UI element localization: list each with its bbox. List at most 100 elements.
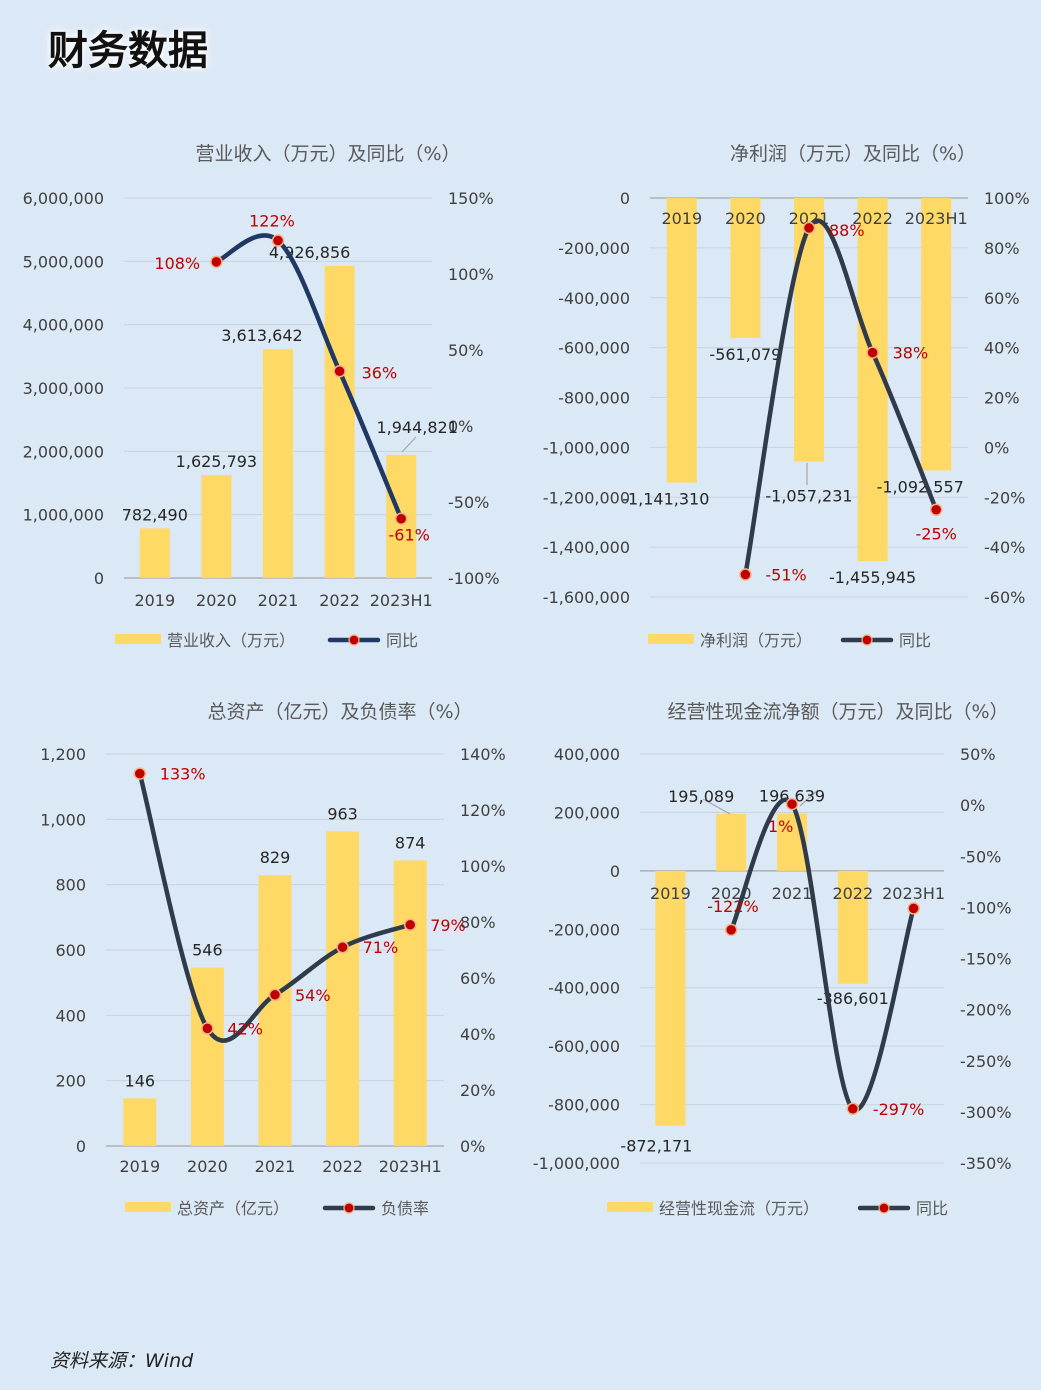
right-tick-label: 50% xyxy=(960,745,996,764)
right-tick-label: 100% xyxy=(984,189,1030,208)
bar-data-label: -1,141,310 xyxy=(622,490,709,509)
line-data-label: 133% xyxy=(160,765,206,784)
right-tick-label: 60% xyxy=(460,969,496,988)
right-tick-label: 80% xyxy=(460,913,496,932)
right-tick-label: -40% xyxy=(984,538,1025,557)
left-tick-label: 0 xyxy=(610,862,620,881)
legend-label: 同比 xyxy=(386,631,418,650)
bar-data-label: -1,455,945 xyxy=(829,568,916,587)
chart-title: 总资产（亿元）及负债率（%） xyxy=(207,701,472,723)
left-tick-label: -1,000,000 xyxy=(543,438,630,457)
line-data-label: 108% xyxy=(154,254,200,273)
left-tick-label: -600,000 xyxy=(548,1037,620,1056)
leader-line xyxy=(702,798,731,815)
bar xyxy=(666,198,697,483)
line-data-label: -297% xyxy=(873,1100,925,1119)
bar xyxy=(201,475,232,578)
legend-swatch-marker xyxy=(861,634,873,646)
category-label: 2019 xyxy=(661,209,702,228)
right-tick-label: -50% xyxy=(448,493,489,512)
left-tick-label: -800,000 xyxy=(558,389,630,408)
category-label: 2022 xyxy=(852,209,893,228)
series-line xyxy=(728,797,916,1113)
right-tick-label: -50% xyxy=(960,847,1001,866)
bar-data-label: 546 xyxy=(192,941,223,960)
bar xyxy=(258,875,292,1146)
line-point xyxy=(394,512,408,525)
line-data-label: 122% xyxy=(249,212,295,231)
chart-title: 营业收入（万元）及同比（%） xyxy=(195,143,460,165)
right-tick-label: -250% xyxy=(960,1052,1012,1071)
source-note: 资料来源：Wind xyxy=(50,1350,194,1372)
right-tick-label: 140% xyxy=(460,745,506,764)
category-label: 2022 xyxy=(319,591,360,610)
legend-swatch-bar xyxy=(648,634,694,644)
category-label: 2020 xyxy=(196,591,237,610)
line-data-label: 38% xyxy=(893,344,929,363)
right-tick-label: 0% xyxy=(448,417,473,436)
bar-data-label: 1,625,793 xyxy=(176,452,257,471)
right-tick-label: 50% xyxy=(448,341,484,360)
left-tick-label: -200,000 xyxy=(548,920,620,939)
bar-data-label: -1,092,557 xyxy=(877,477,964,496)
bar xyxy=(324,265,355,578)
left-tick-label: -200,000 xyxy=(558,239,630,258)
left-tick-label: -1,600,000 xyxy=(543,588,630,607)
bar-data-label: -386,601 xyxy=(817,989,889,1008)
right-tick-label: 0% xyxy=(460,1137,485,1156)
bar-data-label: 874 xyxy=(395,833,426,852)
legend-label: 净利润（万元） xyxy=(700,631,812,650)
line-point xyxy=(333,365,346,378)
line-point xyxy=(403,918,417,932)
left-tick-label: 1,200 xyxy=(40,745,86,764)
left-tick-label: 5,000,000 xyxy=(23,252,104,271)
right-tick-label: 40% xyxy=(984,339,1020,358)
left-tick-label: 200 xyxy=(55,1072,86,1091)
bar xyxy=(123,1098,157,1146)
left-tick-label: 200,000 xyxy=(554,803,620,822)
line-data-label: 79% xyxy=(430,916,466,935)
line-point xyxy=(201,1022,214,1035)
chart-4: 经营性现金流净额（万元）及同比（%） -1,000,000 -800,000 -600… xyxy=(533,701,1012,1218)
chart-2: 净利润（万元）及同比（%） -1,600,000 -1,400,000 -1,200,… xyxy=(543,143,1030,650)
legend-swatch-marker xyxy=(878,1202,890,1214)
line-point xyxy=(866,346,879,359)
chart-1: 营业收入（万元）及同比（%） 0 1,000,000 2,000,000 3,000,0… xyxy=(23,143,500,650)
right-tick-label: 40% xyxy=(460,1025,496,1044)
left-tick-label: -1,000,000 xyxy=(533,1154,620,1173)
page-title: 财务数据 xyxy=(48,27,208,74)
right-tick-label: -350% xyxy=(960,1154,1012,1173)
right-tick-label: 60% xyxy=(984,289,1020,308)
left-tick-label: -800,000 xyxy=(548,1096,620,1115)
series-line xyxy=(743,218,939,577)
bar-data-label: -872,171 xyxy=(620,1137,692,1156)
left-tick-label: 0 xyxy=(94,569,104,588)
line-data-label: -122% xyxy=(707,897,759,916)
bar xyxy=(794,198,824,462)
left-tick-label: 3,000,000 xyxy=(23,379,104,398)
line-point xyxy=(268,988,282,1002)
bar xyxy=(139,528,170,578)
bar-data-label: 195,089 xyxy=(668,787,734,806)
category-label: 2021 xyxy=(255,1157,296,1176)
left-tick-label: -600,000 xyxy=(558,339,630,358)
right-tick-label: -300% xyxy=(960,1103,1012,1122)
right-tick-label: 150% xyxy=(448,189,494,208)
leader-line xyxy=(401,436,417,453)
line-point xyxy=(724,923,738,937)
right-tick-label: -100% xyxy=(448,569,500,588)
category-label: 2023H1 xyxy=(905,209,968,228)
bar-data-label: 963 xyxy=(327,804,358,823)
bar xyxy=(326,831,360,1146)
bar-data-label: 146 xyxy=(125,1071,156,1090)
category-label: 2023H1 xyxy=(882,884,945,903)
right-tick-label: -60% xyxy=(984,588,1025,607)
left-tick-label: 400 xyxy=(55,1006,86,1025)
left-tick-label: 400,000 xyxy=(554,745,620,764)
left-tick-label: 4,000,000 xyxy=(23,316,104,335)
legend-swatch-marker xyxy=(348,634,360,646)
bar-data-label: 829 xyxy=(260,848,291,867)
right-tick-label: -100% xyxy=(960,898,1012,917)
category-label: 2023H1 xyxy=(370,591,433,610)
line-point xyxy=(336,940,349,954)
